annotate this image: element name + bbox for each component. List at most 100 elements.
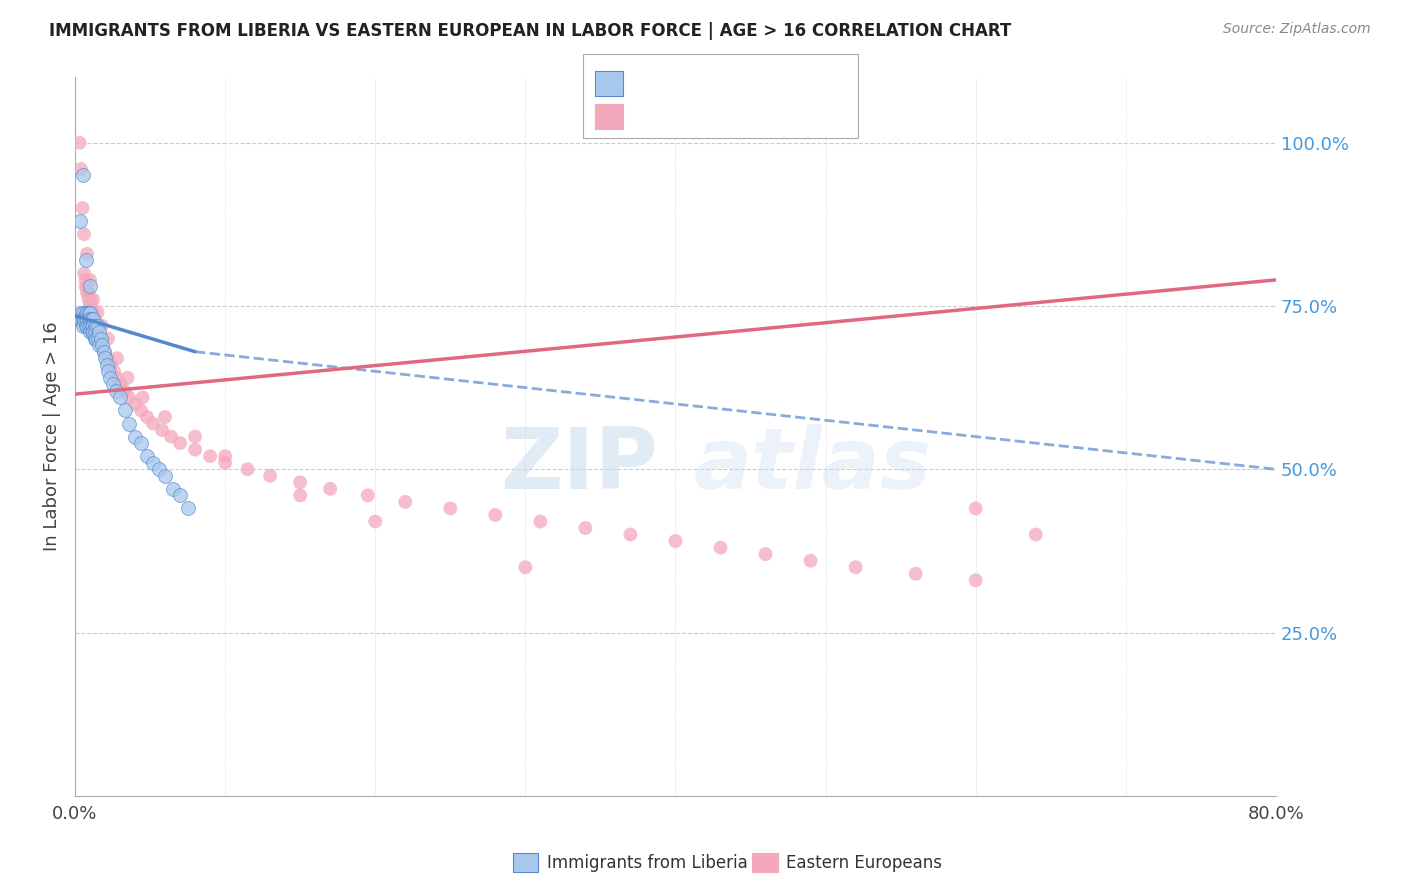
Point xyxy=(100,358,122,372)
Point xyxy=(1025,527,1047,541)
Point xyxy=(131,391,153,405)
Point xyxy=(515,560,537,574)
Text: Eastern Europeans: Eastern Europeans xyxy=(786,854,942,871)
Point xyxy=(73,312,96,326)
Point xyxy=(79,305,101,319)
Point xyxy=(70,305,93,319)
Point xyxy=(83,318,105,333)
Point xyxy=(77,305,100,319)
Point xyxy=(80,325,103,339)
Point xyxy=(86,332,108,346)
Point xyxy=(169,436,191,450)
Point xyxy=(84,318,107,333)
Point xyxy=(86,305,108,319)
Point xyxy=(79,318,101,333)
Point xyxy=(754,547,776,561)
Point xyxy=(198,449,221,463)
Point xyxy=(72,318,94,333)
Point xyxy=(77,312,100,326)
Point xyxy=(87,332,110,346)
Point xyxy=(87,338,110,352)
Point xyxy=(124,429,146,443)
Point xyxy=(105,351,128,366)
Point xyxy=(664,534,686,549)
Point xyxy=(904,566,927,581)
Point xyxy=(82,312,104,326)
Point xyxy=(83,332,105,346)
Point xyxy=(965,501,987,516)
Point xyxy=(72,312,94,326)
Point xyxy=(94,351,117,366)
Point xyxy=(69,214,91,228)
Point xyxy=(69,312,91,326)
Point xyxy=(96,358,118,372)
Point xyxy=(108,377,131,392)
Point xyxy=(72,169,94,183)
Point xyxy=(75,305,97,319)
Point xyxy=(184,442,207,457)
Point xyxy=(77,318,100,333)
Point xyxy=(79,299,101,313)
Point xyxy=(114,403,136,417)
Point xyxy=(142,417,165,431)
Point xyxy=(76,305,98,319)
Point xyxy=(290,488,312,502)
Point xyxy=(91,318,114,333)
Point xyxy=(364,515,387,529)
Point xyxy=(75,318,97,333)
Point xyxy=(236,462,259,476)
Point xyxy=(83,312,105,326)
Point xyxy=(87,325,110,339)
Text: Immigrants from Liberia: Immigrants from Liberia xyxy=(547,854,748,871)
Point xyxy=(214,456,236,470)
Point xyxy=(162,482,184,496)
Point xyxy=(153,409,176,424)
Point xyxy=(72,305,94,319)
Point xyxy=(97,364,120,378)
Point xyxy=(142,456,165,470)
Point xyxy=(75,273,97,287)
Point xyxy=(129,403,152,417)
Text: R =  0.221   N = 76: R = 0.221 N = 76 xyxy=(630,108,830,126)
Point xyxy=(97,332,120,346)
Point xyxy=(91,338,114,352)
Point xyxy=(184,429,207,443)
Point xyxy=(70,312,93,326)
Text: R = -0.143   N = 62: R = -0.143 N = 62 xyxy=(630,75,830,93)
Point xyxy=(69,136,91,150)
Y-axis label: In Labor Force | Age > 16: In Labor Force | Age > 16 xyxy=(44,322,60,551)
Point xyxy=(76,312,98,326)
Point xyxy=(86,325,108,339)
Point xyxy=(73,312,96,326)
Point xyxy=(619,527,641,541)
Point xyxy=(70,161,93,176)
Point xyxy=(108,391,131,405)
Point xyxy=(79,273,101,287)
Point xyxy=(800,554,823,568)
Point xyxy=(97,351,120,366)
Point xyxy=(153,468,176,483)
Point xyxy=(79,293,101,307)
Point xyxy=(82,325,104,339)
Point xyxy=(845,560,868,574)
Point xyxy=(90,332,112,346)
Point xyxy=(394,495,416,509)
Point xyxy=(80,318,103,333)
Point xyxy=(82,293,104,307)
Point xyxy=(101,377,124,392)
Point xyxy=(136,409,159,424)
Point xyxy=(214,449,236,463)
Point xyxy=(75,253,97,268)
Point xyxy=(73,227,96,242)
Point xyxy=(82,318,104,333)
Point xyxy=(574,521,596,535)
Point xyxy=(94,344,117,359)
Point xyxy=(83,325,105,339)
Point xyxy=(79,325,101,339)
Point xyxy=(118,417,141,431)
Point xyxy=(357,488,380,502)
Point xyxy=(79,312,101,326)
Point xyxy=(84,332,107,346)
Point xyxy=(66,312,89,326)
Point xyxy=(86,318,108,333)
